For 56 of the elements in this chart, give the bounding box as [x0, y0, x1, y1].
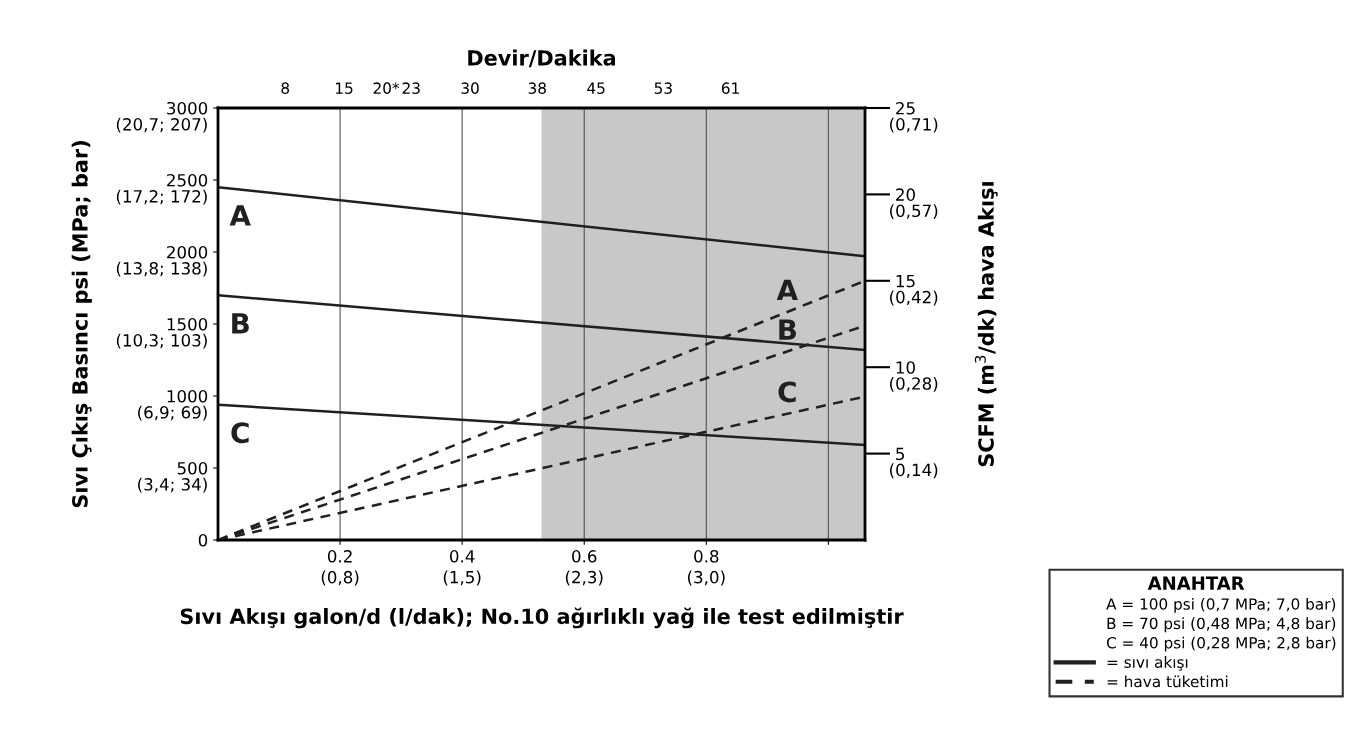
x-tick-label: 0.6 [572, 550, 597, 563]
x2-tick-label: 8 [281, 82, 290, 94]
x-tick-label: 0.4 [450, 550, 475, 563]
x2-tick-label: 53 [654, 82, 672, 94]
y2-tick-label: 5 [896, 447, 905, 461]
x-tick-label: 0.8 [694, 550, 719, 563]
text: (0,14) [890, 463, 938, 479]
x-axis-title: Sıvı Akışı galon/d (l/dak); No.10 ağırlıklı yağ ile test edilmiştir [180, 607, 904, 629]
text: (0,42) [890, 290, 938, 306]
y2-tick-label: 20 [896, 188, 915, 201]
x2-tick-label: 23 [402, 82, 420, 94]
series-label: A [229, 205, 251, 226]
series-label: B [232, 313, 249, 334]
text: A = 100 psi (0,7 MPa; 7,0 bar) [1106, 597, 1336, 613]
x2-tick-label: 20* [373, 82, 400, 94]
text: (0,28) [890, 376, 938, 392]
series-label: C [231, 422, 249, 444]
y2-tick-label: 15 [896, 274, 915, 288]
x2-axis-title: Devir/Dakika [468, 49, 615, 68]
text: = hava tüketimi [1107, 675, 1228, 688]
y-tick-label: 0 [198, 533, 208, 547]
text: C = 40 psi (0,28 MPa; 2,8 bar) [1106, 636, 1336, 652]
text: (17,2; 172) [116, 189, 207, 205]
y-tick-label: 3000 [167, 101, 208, 115]
y2-tick-label: 10 [896, 361, 915, 374]
y-tick-label: 1500 [167, 317, 208, 331]
text: (3,0) [687, 570, 725, 586]
text: (20,7; 207) [116, 117, 207, 133]
text: (1,5) [443, 570, 481, 586]
text: (13,8; 138) [116, 261, 207, 277]
y-axis-title: Sıvı Çıkış Basıncı psi (MPa; bar) [71, 141, 92, 508]
series-label: C [778, 381, 796, 403]
x2-tick-label: 30 [461, 82, 479, 94]
y-tick-label: 500 [177, 461, 208, 475]
text: = sıvı akışı [1107, 656, 1188, 671]
text: (6,9; 69) [138, 405, 207, 421]
x2-tick-label: 45 [587, 82, 605, 94]
y-tick-label: 2500 [167, 173, 208, 187]
y2-tick-label: 25 [896, 101, 915, 115]
series-label: B [779, 319, 796, 340]
y-tick-label: 1000 [167, 389, 208, 403]
series-label: A [776, 279, 798, 301]
y-tick-label: 2000 [167, 245, 208, 259]
text: (0,71) [890, 117, 938, 133]
legend-title: ANAHTAR [1147, 576, 1245, 590]
y2-axis-title: SCFM (m$^{3}$/dk) hava Akışı [974, 182, 998, 467]
text: B = 70 psi (0,48 MPa; 4,8 bar) [1107, 617, 1336, 633]
text: (10,3; 103) [116, 333, 207, 349]
x2-tick-label: 38 [528, 82, 546, 94]
x-tick-label: 0.2 [327, 550, 352, 563]
x2-tick-label: 15 [336, 82, 353, 94]
text: (0,8) [321, 570, 359, 586]
text: (3,4; 34) [138, 477, 207, 493]
text: (2,3) [565, 570, 603, 586]
x2-tick-label: 61 [721, 82, 739, 94]
text: (0,57) [890, 204, 938, 219]
